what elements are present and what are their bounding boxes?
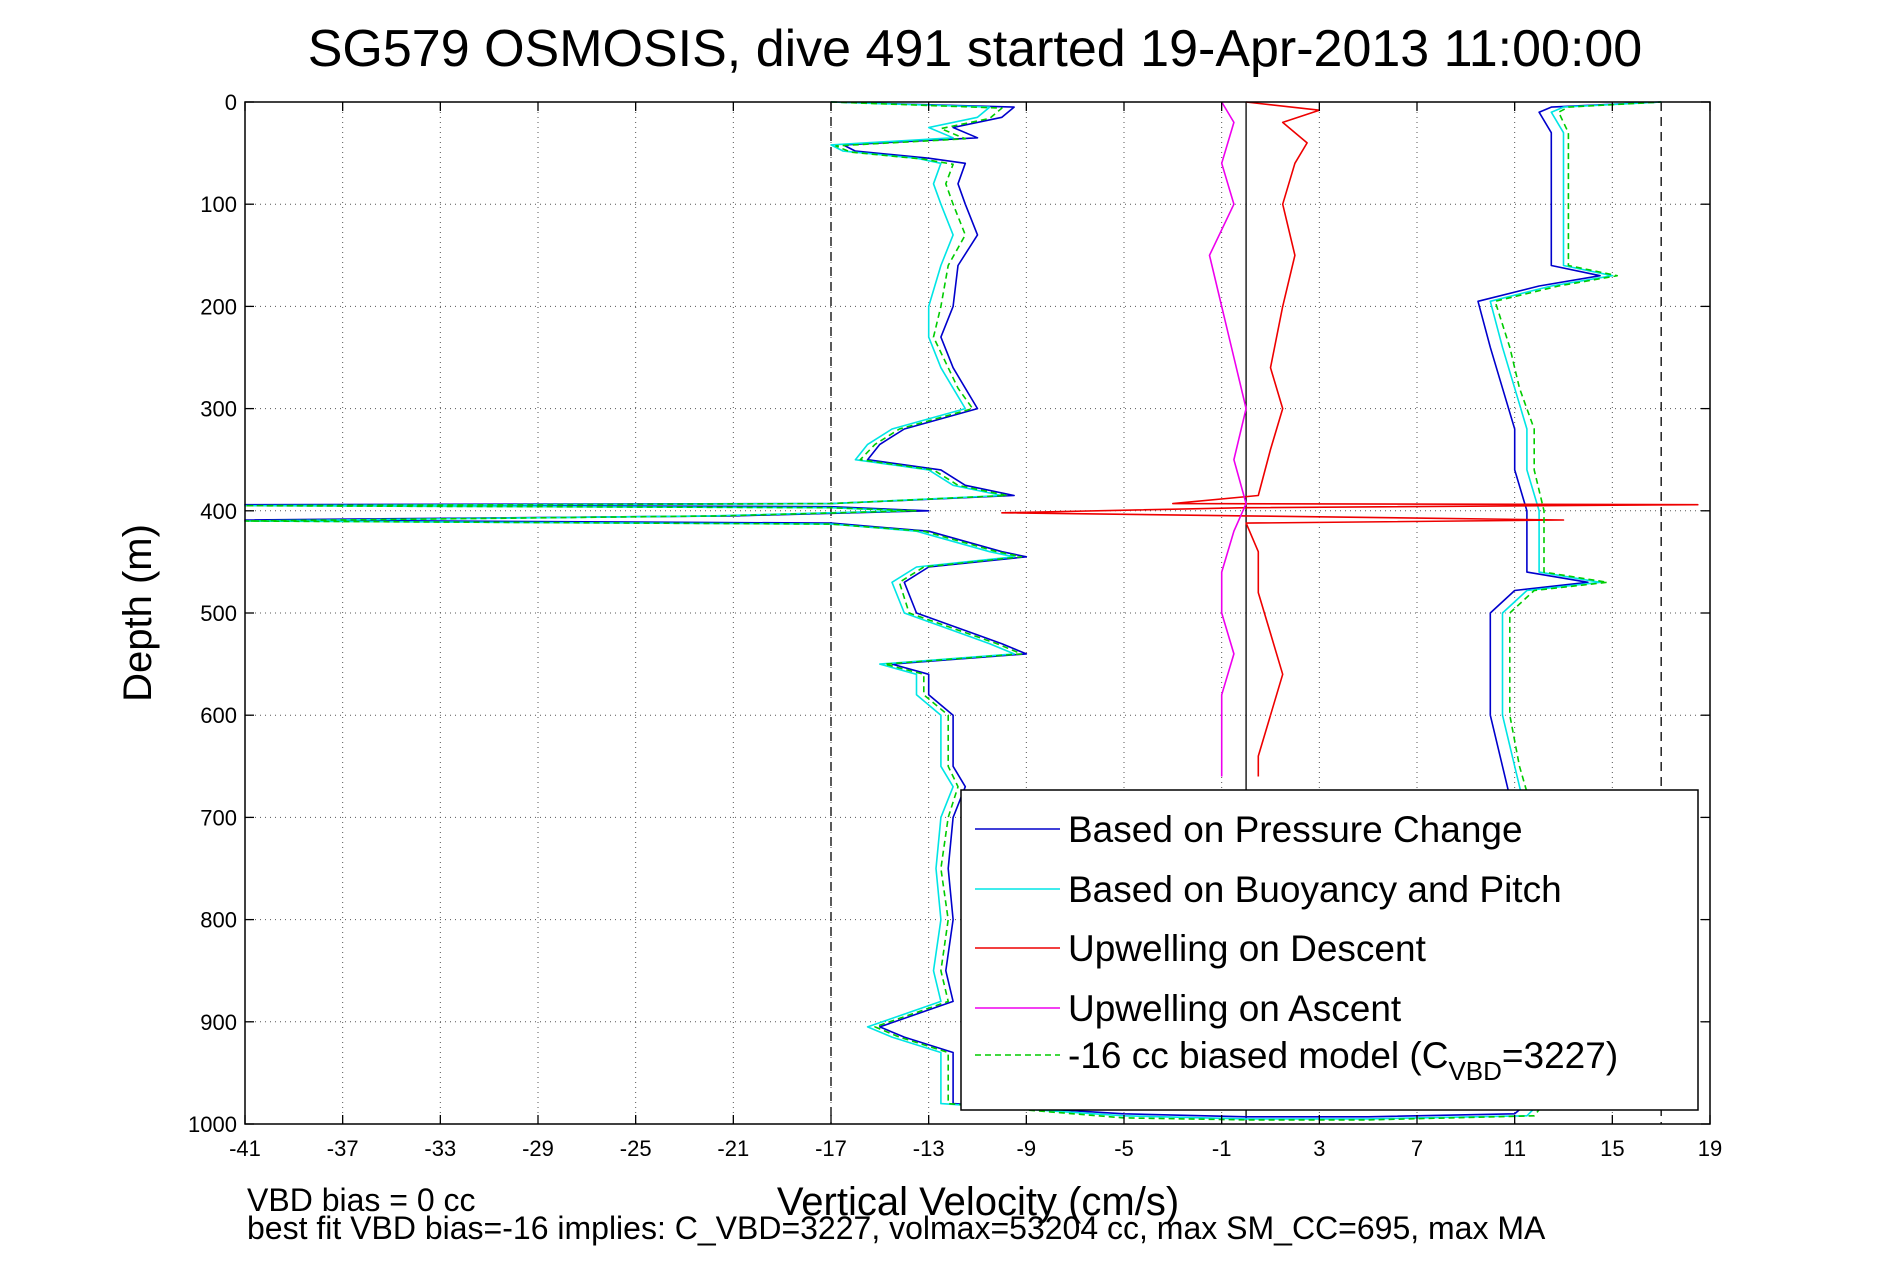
legend: Based on Pressure Change Based on Buoyanc… [960,789,1699,1111]
vbd-bias-note: VBD bias = 0 cc [247,1182,476,1218]
series-line-16-cc-biased-model [244,101,1662,1121]
axis-ticks: -41 -37 -33 -29 -25 -21 -17 -13 -9 -5 -1 3 7 11 15 1901… [188,90,1722,1161]
y-tick-label: 500 [200,601,237,626]
y-axis-label: Depth (m) [116,524,160,702]
x-tick-label: -9 [1017,1136,1037,1161]
x-tick-label: 15 [1600,1136,1624,1161]
legend-label: Based on Buoyancy and Pitch [1068,869,1562,910]
series-line-upwelling-on-ascent [1208,101,1247,777]
chart-title: SG579 OSMOSIS, dive 491 started 19-Apr-2… [308,20,1642,78]
y-tick-label: 100 [200,192,237,217]
x-tick-label: -29 [522,1136,554,1161]
x-tick-label: 11 [1503,1136,1526,1161]
x-tick-label: 3 [1313,1136,1325,1161]
legend-label: Based on Pressure Change [1068,809,1523,850]
y-tick-label: 1000 [188,1112,237,1137]
y-tick-label: 300 [200,397,237,422]
x-tick-label: 7 [1411,1136,1423,1161]
x-axis-label: Vertical Velocity (cm/s) [777,1180,1179,1224]
legend-label: Upwelling on Descent [1068,928,1427,969]
x-tick-label: -25 [620,1136,652,1161]
x-tick-label: -13 [913,1136,945,1161]
x-tick-label: -37 [327,1136,359,1161]
legend-label: -16 cc biased model (CVBD=3227) [1068,1035,1618,1086]
best-fit-note: best fit VBD bias=-16 implies: C_VBD=322… [247,1210,1546,1246]
series-line-upwelling-on-descent [1001,101,1699,777]
x-tick-label: -1 [1212,1136,1232,1161]
y-tick-label: 900 [200,1010,237,1035]
legend-label: Upwelling on Ascent [1068,988,1402,1029]
legend-box [960,789,1699,1111]
y-tick-label: 400 [200,499,237,524]
x-tick-label: -17 [815,1136,847,1161]
x-tick-label: 19 [1698,1136,1722,1161]
series-lines [244,101,1699,1121]
y-tick-label: 700 [200,805,237,830]
x-tick-label: -33 [424,1136,456,1161]
x-tick-label: -5 [1114,1136,1134,1161]
y-tick-label: 600 [200,703,237,728]
y-tick-label: 800 [200,908,237,933]
x-tick-label: -41 [229,1136,261,1161]
y-tick-label: 0 [225,90,237,115]
x-tick-label: -21 [717,1136,749,1161]
y-tick-label: 200 [200,294,237,319]
